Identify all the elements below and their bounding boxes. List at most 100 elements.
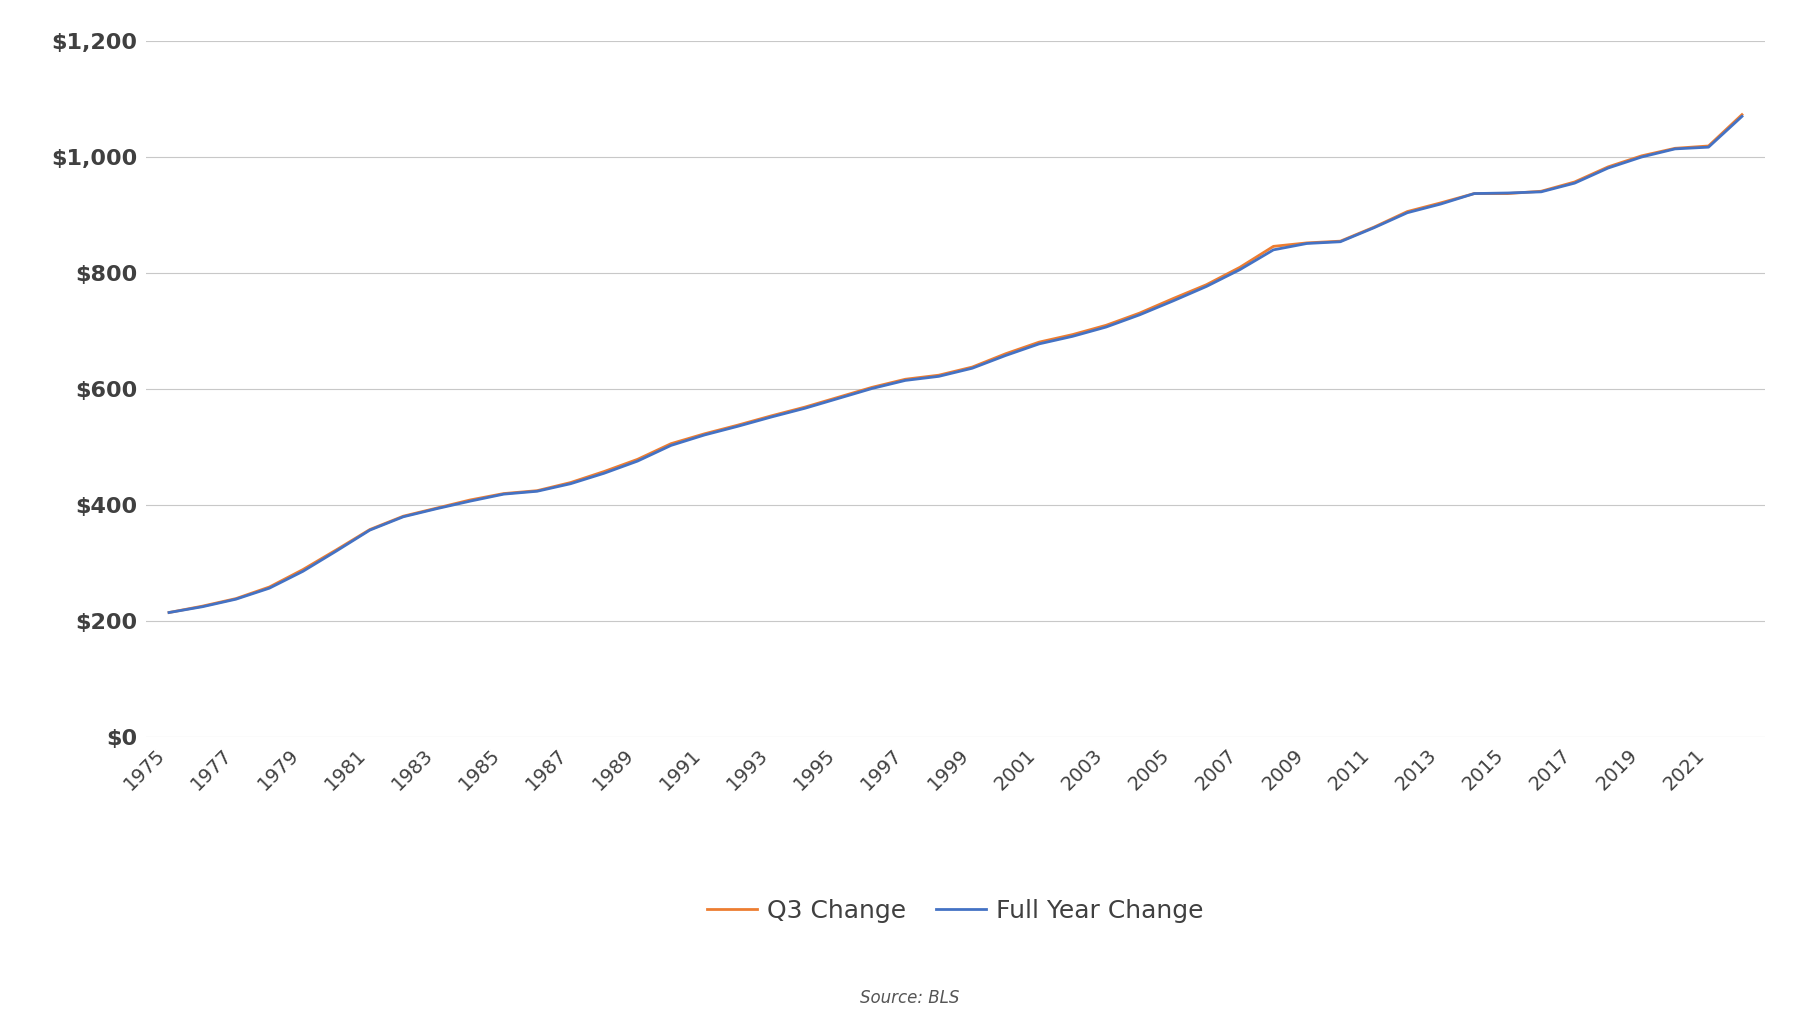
Q3 Change (1028, 336, 1050, 348)
Full Year Change (1228, 263, 1250, 275)
Full Year Change (326, 545, 348, 557)
Line: Full Year Change: Full Year Change (169, 117, 1742, 612)
Q3 Change (828, 391, 850, 403)
Q3 Change (291, 563, 313, 575)
Legend: Q3 Change, Full Year Change: Q3 Change, Full Year Change (697, 889, 1214, 933)
Q3 Change (693, 428, 715, 440)
Q3 Change (861, 381, 883, 393)
Q3 Change (593, 465, 615, 477)
Q3 Change (1496, 187, 1518, 200)
Q3 Change (1061, 329, 1083, 341)
Full Year Change (828, 392, 850, 404)
Full Year Change (291, 565, 313, 578)
Full Year Change (226, 593, 248, 605)
Full Year Change (1563, 177, 1585, 189)
Q3 Change (961, 360, 983, 373)
Full Year Change (928, 371, 950, 383)
Q3 Change (158, 606, 180, 618)
Q3 Change (1463, 187, 1485, 200)
Full Year Change (1463, 187, 1485, 200)
Full Year Change (861, 382, 883, 394)
Full Year Change (761, 411, 783, 423)
Full Year Change (191, 600, 213, 612)
Q3 Change (1363, 221, 1385, 233)
Q3 Change (1563, 176, 1585, 188)
Full Year Change (1196, 281, 1218, 293)
Q3 Change (661, 437, 682, 450)
Full Year Change (393, 511, 415, 523)
Q3 Change (258, 581, 280, 593)
Q3 Change (393, 510, 415, 522)
Q3 Change (928, 369, 950, 381)
Q3 Change (1698, 140, 1720, 153)
Q3 Change (526, 484, 548, 497)
Full Year Change (1431, 198, 1452, 210)
Full Year Change (1631, 151, 1653, 163)
Q3 Change (359, 523, 380, 536)
Q3 Change (326, 544, 348, 556)
Full Year Change (493, 488, 515, 501)
Q3 Change (191, 600, 213, 612)
Full Year Change (593, 467, 615, 479)
Q3 Change (226, 593, 248, 605)
Q3 Change (1396, 206, 1418, 218)
Full Year Change (961, 362, 983, 375)
Q3 Change (493, 487, 515, 500)
Q3 Change (1731, 109, 1753, 121)
Full Year Change (426, 503, 448, 515)
Full Year Change (459, 495, 480, 507)
Full Year Change (894, 374, 915, 386)
Q3 Change (561, 476, 582, 488)
Q3 Change (1263, 241, 1285, 253)
Full Year Change (1396, 207, 1418, 219)
Line: Q3 Change: Q3 Change (169, 115, 1742, 612)
Full Year Change (1163, 295, 1185, 307)
Full Year Change (1028, 338, 1050, 350)
Full Year Change (693, 429, 715, 441)
Q3 Change (761, 410, 783, 422)
Q3 Change (1196, 279, 1218, 291)
Q3 Change (894, 373, 915, 385)
Q3 Change (996, 347, 1017, 359)
Full Year Change (1496, 186, 1518, 199)
Full Year Change (561, 477, 582, 489)
Q3 Change (1663, 142, 1685, 155)
Q3 Change (459, 494, 480, 506)
Q3 Change (626, 454, 648, 466)
Q3 Change (1296, 237, 1318, 249)
Full Year Change (526, 485, 548, 498)
Q3 Change (1531, 185, 1552, 198)
Full Year Change (1363, 221, 1385, 233)
Full Year Change (1128, 308, 1150, 321)
Full Year Change (626, 455, 648, 467)
Full Year Change (1263, 244, 1285, 256)
Q3 Change (1598, 161, 1620, 173)
Full Year Change (1598, 162, 1620, 174)
Q3 Change (1163, 293, 1185, 305)
Full Year Change (726, 420, 748, 432)
Full Year Change (996, 349, 1017, 361)
Q3 Change (1631, 150, 1653, 162)
Full Year Change (1531, 185, 1552, 198)
Full Year Change (1296, 238, 1318, 250)
Full Year Change (1731, 111, 1753, 123)
Full Year Change (1096, 321, 1117, 333)
Q3 Change (726, 419, 748, 431)
Full Year Change (661, 439, 682, 452)
Q3 Change (1431, 197, 1452, 209)
Full Year Change (359, 524, 380, 537)
Q3 Change (1228, 261, 1250, 273)
Q3 Change (426, 502, 448, 514)
Full Year Change (1698, 141, 1720, 154)
Q3 Change (1096, 319, 1117, 332)
Full Year Change (1663, 142, 1685, 155)
Full Year Change (1061, 330, 1083, 342)
Full Year Change (794, 402, 815, 415)
Q3 Change (794, 401, 815, 414)
Q3 Change (1128, 307, 1150, 319)
Full Year Change (258, 582, 280, 594)
Q3 Change (1329, 236, 1350, 248)
Text: Source: BLS: Source: BLS (861, 989, 959, 1008)
Full Year Change (158, 606, 180, 618)
Full Year Change (1329, 236, 1350, 248)
